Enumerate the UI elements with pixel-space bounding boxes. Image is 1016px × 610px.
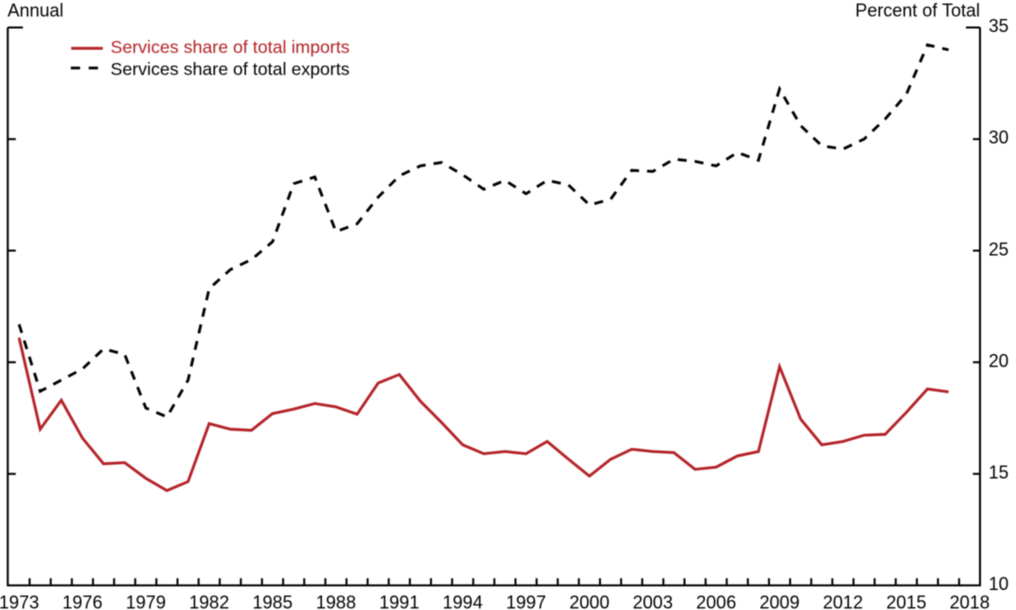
svg-text:Percent of Total: Percent of Total <box>855 1 980 21</box>
svg-text:2000: 2000 <box>569 592 609 610</box>
svg-text:2012: 2012 <box>823 592 863 610</box>
svg-text:1985: 1985 <box>253 592 293 610</box>
svg-text:Services share of total export: Services share of total exports <box>111 59 350 79</box>
svg-text:20: 20 <box>989 351 1009 371</box>
svg-text:2009: 2009 <box>760 592 800 610</box>
svg-text:2015: 2015 <box>886 592 926 610</box>
svg-text:Services share of total import: Services share of total imports <box>111 37 350 57</box>
svg-text:25: 25 <box>989 239 1009 259</box>
svg-text:2006: 2006 <box>696 592 736 610</box>
svg-text:2003: 2003 <box>633 592 673 610</box>
svg-text:30: 30 <box>989 128 1009 148</box>
svg-text:15: 15 <box>989 462 1009 482</box>
svg-text:1997: 1997 <box>506 592 546 610</box>
svg-text:1994: 1994 <box>443 592 483 610</box>
svg-text:10: 10 <box>989 574 1009 594</box>
svg-text:2018: 2018 <box>950 592 990 610</box>
svg-text:1991: 1991 <box>379 592 419 610</box>
svg-text:1988: 1988 <box>316 592 356 610</box>
svg-text:1976: 1976 <box>62 592 102 610</box>
svg-text:1979: 1979 <box>126 592 166 610</box>
svg-text:1973: 1973 <box>0 592 39 610</box>
svg-text:1982: 1982 <box>189 592 229 610</box>
svg-text:Annual: Annual <box>8 1 64 21</box>
svg-text:35: 35 <box>989 16 1009 36</box>
